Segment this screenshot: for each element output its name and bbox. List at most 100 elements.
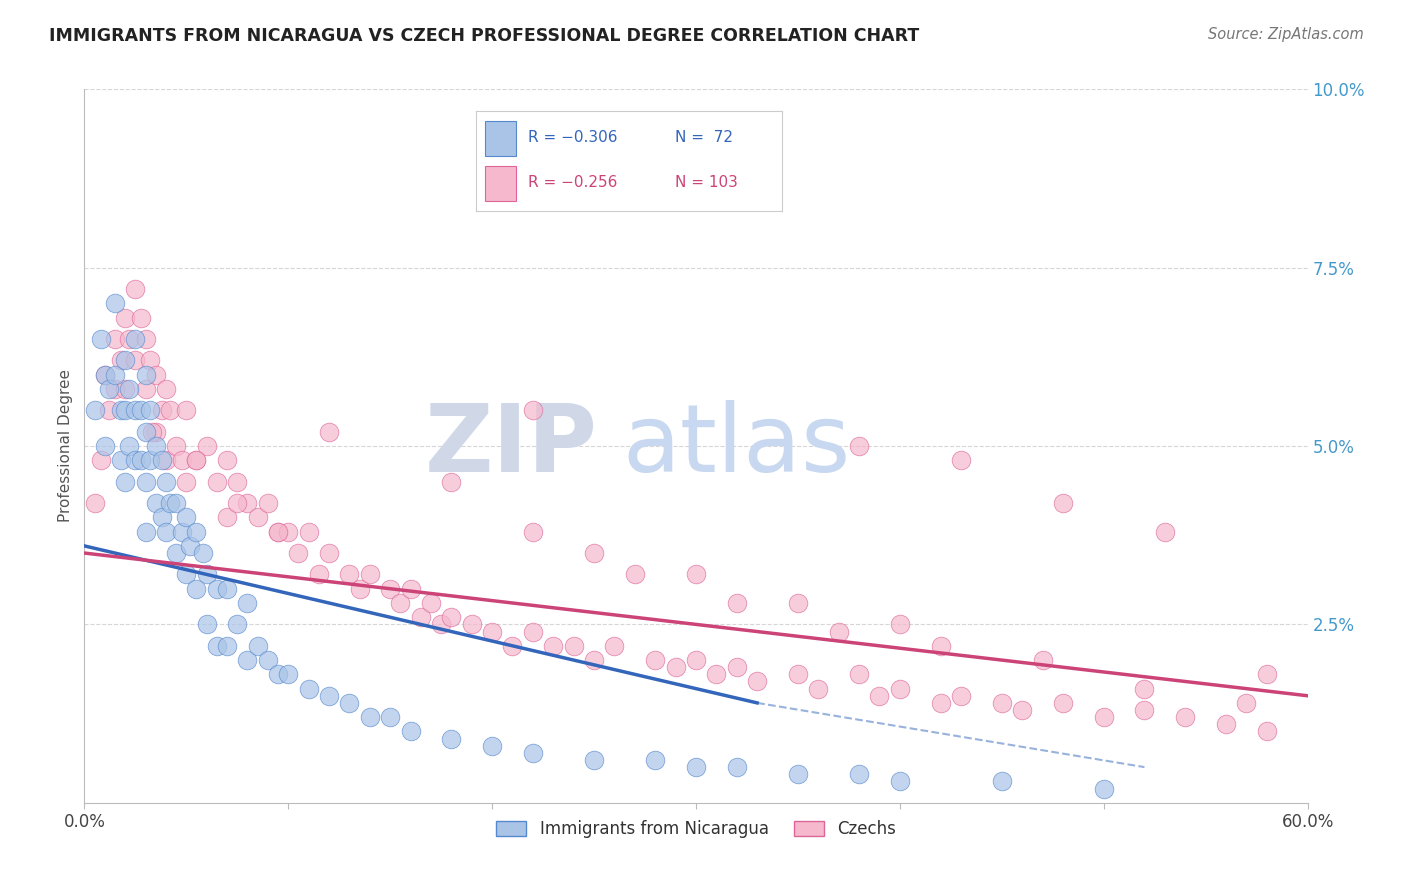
Point (90, 332, 112, 346)
Point (430, 617, 453, 632)
Point (93, 368, 115, 382)
Point (246, 639, 269, 653)
Point (1256, 667, 1278, 681)
Point (318, 546, 340, 560)
Point (1011, 703, 1033, 717)
Point (522, 624, 544, 639)
Point (318, 425, 340, 439)
Point (205, 475, 228, 489)
Point (685, 653, 707, 667)
Point (257, 496, 280, 510)
Point (195, 567, 218, 582)
Point (124, 453, 146, 467)
Point (603, 639, 626, 653)
Point (172, 524, 194, 539)
Point (186, 582, 208, 596)
Point (104, 296, 127, 310)
Point (339, 567, 361, 582)
Point (186, 453, 208, 467)
Point (1032, 653, 1054, 667)
Point (236, 596, 259, 610)
Point (114, 403, 136, 417)
Point (174, 475, 197, 489)
Point (155, 475, 177, 489)
Point (104, 368, 127, 382)
Point (481, 624, 503, 639)
Point (380, 710, 402, 724)
Point (389, 596, 412, 610)
Point (440, 731, 463, 746)
Point (141, 425, 163, 439)
Point (205, 639, 228, 653)
Point (226, 496, 249, 510)
Point (135, 475, 157, 489)
Point (359, 567, 381, 582)
Point (145, 368, 167, 382)
Point (155, 453, 177, 467)
Point (118, 332, 141, 346)
Point (318, 689, 340, 703)
Point (848, 667, 870, 681)
Point (110, 403, 132, 417)
Point (339, 696, 361, 710)
Point (246, 510, 269, 524)
Point (644, 653, 666, 667)
Point (1052, 496, 1074, 510)
Point (205, 582, 228, 596)
Point (1154, 524, 1177, 539)
Point (624, 567, 647, 582)
Point (685, 567, 707, 582)
Point (287, 546, 309, 560)
Point (461, 617, 484, 632)
Point (118, 382, 141, 396)
Point (685, 760, 707, 774)
Point (1133, 703, 1156, 717)
Point (1092, 710, 1115, 724)
Point (217, 453, 239, 467)
Point (217, 639, 239, 653)
Point (217, 510, 239, 524)
Point (83, 403, 105, 417)
Point (828, 624, 851, 639)
Point (991, 696, 1014, 710)
Text: IMMIGRANTS FROM NICARAGUA VS CZECH PROFESSIONAL DEGREE CORRELATION CHART: IMMIGRANTS FROM NICARAGUA VS CZECH PROFE… (49, 27, 920, 45)
Point (644, 753, 666, 767)
Point (889, 617, 911, 632)
Point (665, 660, 688, 674)
Point (165, 496, 187, 510)
Point (929, 639, 952, 653)
Point (583, 546, 606, 560)
Point (135, 425, 157, 439)
Point (522, 746, 544, 760)
Point (399, 582, 422, 596)
Point (848, 439, 870, 453)
Point (226, 617, 249, 632)
Point (869, 689, 891, 703)
Point (725, 596, 748, 610)
Point (138, 403, 160, 417)
Point (277, 667, 299, 681)
Point (195, 439, 218, 453)
Point (138, 453, 160, 467)
Point (267, 524, 290, 539)
Point (706, 667, 728, 681)
Point (145, 496, 167, 510)
Point (950, 689, 973, 703)
Point (267, 667, 290, 681)
Point (420, 596, 443, 610)
Point (135, 332, 157, 346)
Point (114, 310, 136, 325)
Point (807, 681, 830, 696)
Point (93, 368, 115, 382)
Point (440, 475, 463, 489)
Point (131, 403, 153, 417)
Point (186, 453, 208, 467)
Point (725, 760, 748, 774)
Point (481, 739, 503, 753)
Point (165, 439, 187, 453)
Point (191, 546, 214, 560)
Point (1092, 781, 1115, 796)
Point (172, 453, 194, 467)
Point (217, 582, 239, 596)
Point (155, 524, 177, 539)
